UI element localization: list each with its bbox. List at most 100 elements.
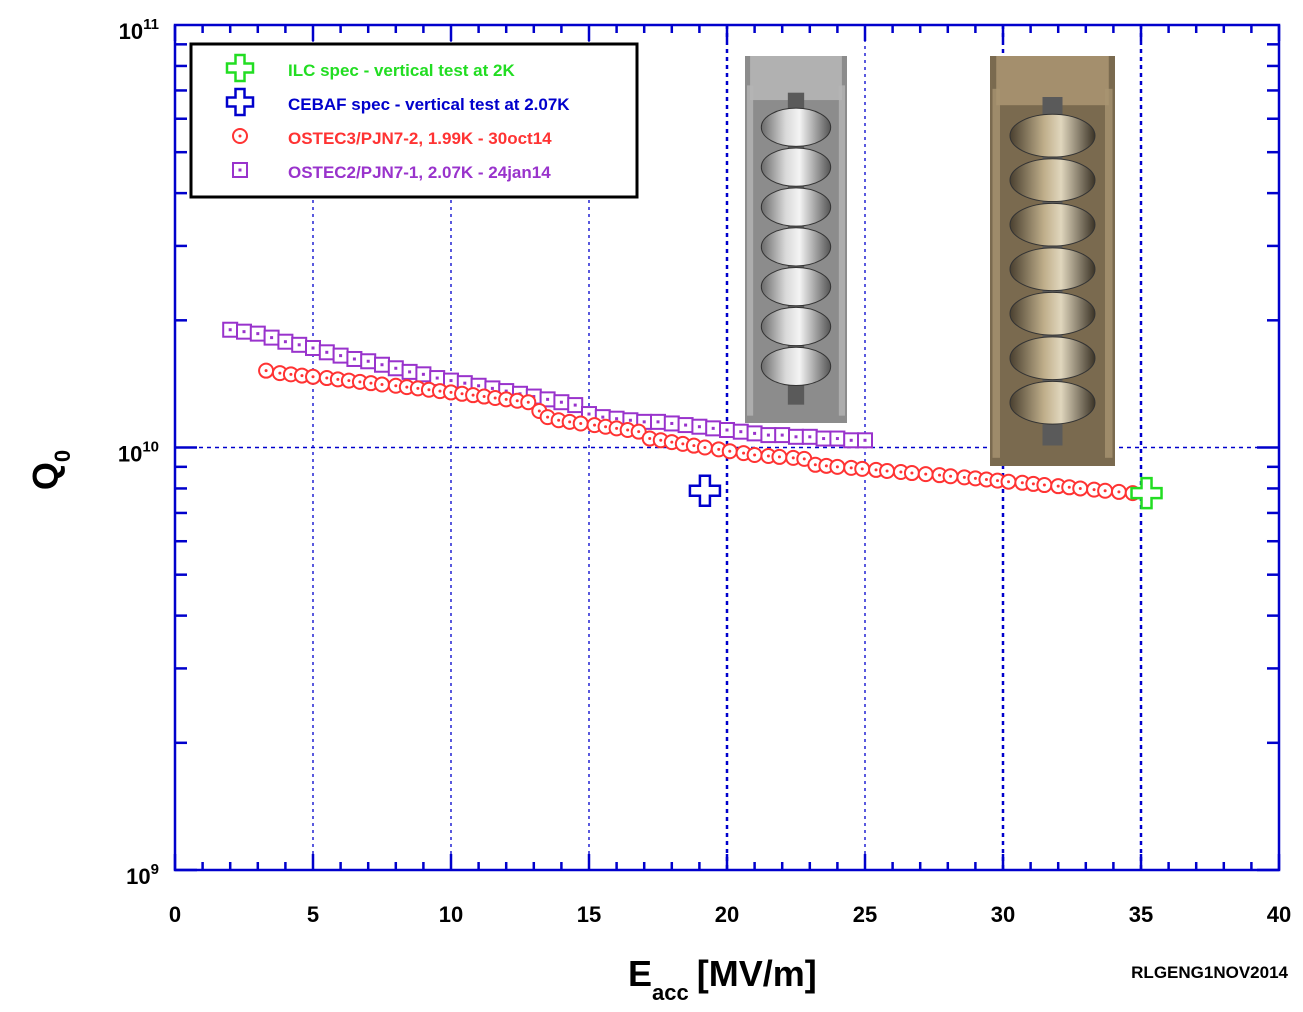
- marker-dot: [849, 466, 853, 470]
- marker-dot: [289, 372, 293, 376]
- legend-box: [189, 42, 639, 199]
- data-point: [387, 360, 404, 377]
- y-axis-title-sub: 0: [50, 450, 75, 462]
- data-point: [374, 376, 390, 393]
- marker-cross: [688, 474, 722, 508]
- data-point: [815, 430, 832, 447]
- data-point: [857, 432, 873, 449]
- marker-dot: [681, 442, 685, 446]
- data-point: [942, 468, 959, 485]
- marker-dot: [753, 453, 757, 457]
- marker-dot: [601, 415, 605, 419]
- data-point: [222, 321, 239, 338]
- data-point: [746, 446, 763, 463]
- marker-dot: [380, 382, 384, 386]
- marker-dot: [863, 438, 867, 442]
- series-circle-2: [258, 362, 1141, 502]
- marker-dot: [449, 390, 453, 394]
- marker-dot: [628, 418, 632, 422]
- photo-cavity-cell: [760, 107, 832, 147]
- marker-dot: [537, 409, 541, 413]
- data-point: [650, 413, 666, 430]
- data-point: [677, 417, 694, 434]
- marker-dot: [256, 332, 260, 336]
- marker-dot: [482, 395, 486, 399]
- marker-dot: [684, 423, 688, 427]
- data-point: [305, 339, 321, 356]
- marker-dot: [637, 430, 641, 434]
- marker-dot: [438, 389, 442, 393]
- data-point: [291, 336, 308, 353]
- marker-dot: [405, 385, 409, 389]
- photo-cavity-cell: [1009, 291, 1096, 336]
- marker-dot: [408, 370, 412, 374]
- marker-dot: [670, 421, 674, 425]
- marker-dot: [626, 428, 630, 432]
- marker-dot: [504, 389, 508, 393]
- marker-dot: [427, 388, 431, 392]
- x-tick-label: 20: [715, 902, 739, 927]
- data-point: [520, 394, 537, 411]
- legend-entry-cebaf: CEBAF spec - vertical test at 2.07K: [288, 95, 570, 114]
- x-tick-label: 40: [1267, 902, 1291, 927]
- marker-dot: [791, 456, 795, 460]
- data-point: [719, 422, 735, 439]
- data-point: [263, 329, 280, 346]
- marker-dot: [725, 428, 729, 432]
- marker-dot: [938, 473, 942, 477]
- marker-dot: [1078, 486, 1082, 490]
- photo-cavity-cell: [1009, 158, 1096, 203]
- marker-dot: [1103, 489, 1107, 493]
- x-tick-label: 0: [169, 902, 181, 927]
- marker-dot: [559, 400, 563, 404]
- marker-dot: [835, 465, 839, 469]
- marker-dot: [435, 376, 439, 380]
- marker-dot: [347, 379, 351, 383]
- marker-dot: [1117, 490, 1121, 494]
- y-tick-base: 10: [126, 864, 150, 889]
- marker-dot: [380, 363, 384, 367]
- photo-cavity-cell: [760, 187, 832, 227]
- marker-dot: [1092, 488, 1096, 492]
- marker-dot: [910, 471, 914, 475]
- legend-markers: [225, 53, 255, 178]
- photo-cavity-cell: [1009, 202, 1096, 247]
- data-point: [903, 465, 920, 482]
- x-tick-label: 10: [439, 902, 463, 927]
- marker-dot: [336, 377, 340, 381]
- marker-dot: [339, 354, 343, 358]
- marker-dot: [515, 399, 519, 403]
- marker-dot: [297, 343, 301, 347]
- legend-marker: [232, 162, 248, 178]
- data-point: [771, 448, 788, 465]
- marker-dot: [711, 426, 715, 430]
- legend-entry-ilc: ILC spec - vertical test at 2K: [288, 61, 515, 80]
- y-axis-title-main: Q: [25, 462, 66, 490]
- y-tick-base: 10: [118, 442, 142, 467]
- marker-dot: [526, 400, 530, 404]
- legend-marker-cross: [225, 87, 255, 117]
- data-point: [1130, 476, 1163, 510]
- data-point: [1000, 473, 1017, 490]
- photo-cavity-cell: [1009, 113, 1096, 158]
- marker-dot: [973, 476, 977, 480]
- marker-dot: [766, 454, 770, 458]
- x-tick-label: 25: [853, 902, 877, 927]
- marker-dot: [703, 446, 707, 449]
- marker-dot: [717, 447, 721, 451]
- marker-dot: [283, 340, 287, 344]
- marker-dot: [1067, 485, 1071, 489]
- photo-cavity-cell: [760, 306, 832, 347]
- marker-dot: [1056, 484, 1060, 488]
- data-point: [663, 415, 680, 432]
- marker-dot: [587, 412, 591, 416]
- x-tick-label: 35: [1129, 902, 1153, 927]
- marker-dot: [615, 417, 619, 421]
- photo-cavity-cell: [760, 346, 832, 387]
- marker-dot: [311, 375, 315, 379]
- marker-dot: [557, 418, 561, 422]
- marker-dot: [228, 328, 232, 332]
- y-tick-exponent: 11: [143, 16, 159, 33]
- marker-dot: [742, 451, 746, 455]
- marker-cross: [1130, 476, 1163, 510]
